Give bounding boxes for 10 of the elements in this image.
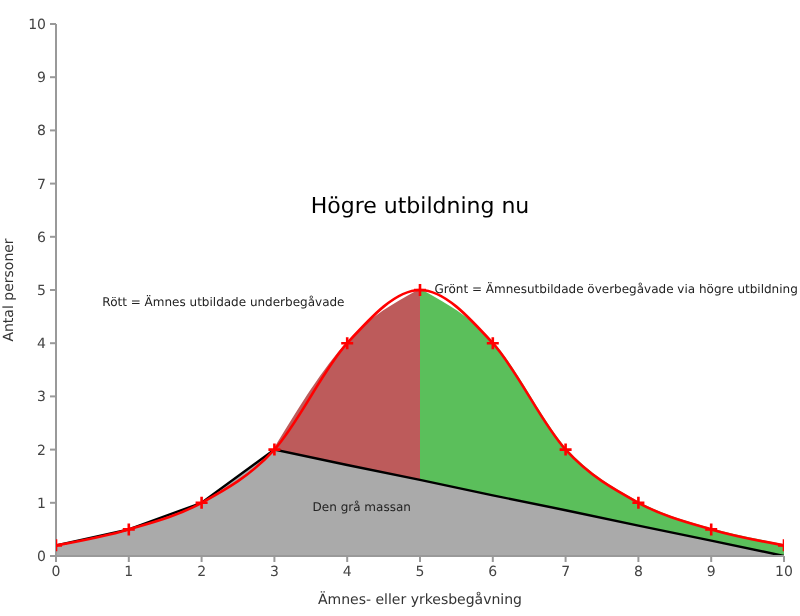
point (339, 335, 355, 351)
point (703, 522, 719, 537)
text: Högre utbildning nu (310, 192, 530, 219)
point (558, 442, 573, 457)
point (412, 282, 428, 298)
point (194, 495, 209, 511)
point (631, 495, 646, 511)
point (267, 442, 282, 457)
point (121, 522, 137, 537)
point (485, 335, 501, 351)
